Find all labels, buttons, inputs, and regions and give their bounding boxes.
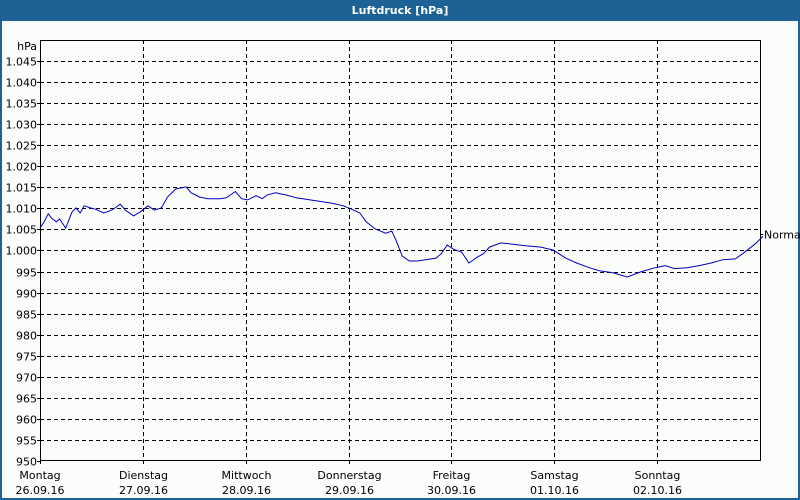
x-axis: Montag 26.09.16 Dienstag 27.09.16 Mittwoch 28… xyxy=(16,461,682,497)
x-tick-day: Mittwoch xyxy=(222,469,272,482)
y-tick-label: 965 xyxy=(16,393,37,406)
y-tick-label: 955 xyxy=(16,435,37,448)
y-tick-label: 960 xyxy=(16,414,37,427)
x-tick-date: 29.09.16 xyxy=(325,484,374,497)
pressure-line xyxy=(39,186,764,278)
y-tick-label: 990 xyxy=(16,288,37,301)
x-tick-day: Samstag xyxy=(530,469,578,482)
y-tick-label: 970 xyxy=(16,372,37,385)
x-tick-day: Sonntag xyxy=(635,469,681,482)
y-tick-label: 1.015 xyxy=(6,182,38,195)
y-tick-label: 1.010 xyxy=(6,203,38,216)
y-unit-label: hPa xyxy=(17,40,37,53)
y-axis: hPa 1.045 1.040 1.035 1.030 1.025 1.020 1.015 1.… xyxy=(6,40,40,469)
x-tick-date: 02.10.16 xyxy=(633,484,682,497)
x-tick-date: 28.09.16 xyxy=(222,484,271,497)
y-tick-label: 975 xyxy=(16,351,37,364)
y-tick-label: 980 xyxy=(16,330,37,343)
plot-area-border xyxy=(40,40,761,461)
x-tick-date: 26.09.16 xyxy=(16,484,65,497)
y-tick-label: 1.020 xyxy=(6,161,38,174)
y-tick-label: 995 xyxy=(16,267,37,280)
x-tick-day: Donnerstag xyxy=(317,469,381,482)
x-tick-day: Dienstag xyxy=(119,469,168,482)
normal-label: Normal xyxy=(764,229,800,242)
x-tick-day: Freitag xyxy=(433,469,471,482)
x-tick-date: 27.09.16 xyxy=(119,484,168,497)
y-tick-label: 1.040 xyxy=(6,77,38,90)
x-tick-date: 01.10.16 xyxy=(530,484,579,497)
y-tick-label: 950 xyxy=(16,456,37,469)
chart-title: Luftdruck [hPa] xyxy=(0,0,800,21)
y-tick-label: 1.000 xyxy=(6,245,38,258)
y-tick-label: 1.005 xyxy=(6,224,38,237)
normal-reference: Normal xyxy=(760,229,800,242)
y-tick-label: 1.030 xyxy=(6,119,38,132)
x-tick-date: 30.09.16 xyxy=(427,484,476,497)
y-tick-label: 985 xyxy=(16,309,37,322)
y-tick-label: 1.045 xyxy=(6,56,38,69)
x-tick-day: Montag xyxy=(19,469,60,482)
y-tick-label: 1.025 xyxy=(6,140,38,153)
y-tick-label: 1.035 xyxy=(6,98,38,111)
